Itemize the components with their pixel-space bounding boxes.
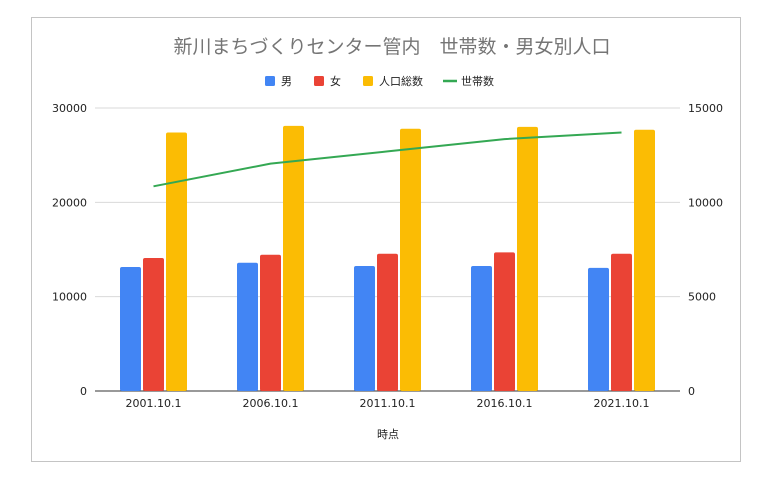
bar-男	[237, 262, 258, 391]
legend-label: 世帯数	[461, 75, 494, 88]
bar-女	[260, 254, 281, 391]
legend-label: 女	[330, 74, 341, 88]
legend-swatch	[314, 76, 324, 86]
x-tick-label: 2021.10.1	[594, 397, 650, 410]
bar-人口総数	[400, 128, 421, 391]
y-tick-label-right: 10000	[688, 196, 723, 209]
bar-男	[588, 267, 609, 391]
x-tick-label: 2011.10.1	[360, 397, 416, 410]
legend-swatch	[265, 76, 275, 86]
bar-男	[354, 266, 375, 391]
legend-swatch	[363, 76, 373, 86]
y-tick-label-right: 15000	[688, 102, 723, 115]
x-tick-label: 2016.10.1	[477, 397, 533, 410]
y-tick-label-left: 30000	[52, 102, 87, 115]
line-series	[153, 131, 622, 188]
bar-人口総数	[166, 132, 187, 391]
bar-男	[471, 266, 492, 391]
y-tick-label-left: 20000	[52, 196, 87, 209]
bar-人口総数	[517, 126, 538, 391]
bar-人口総数	[634, 129, 655, 392]
x-tick-label: 2001.10.1	[126, 397, 182, 410]
legend-label: 男	[281, 75, 292, 88]
axes: 0 0 10000 5000 20000 10000 30000 15000 2001.10.1…	[52, 102, 723, 410]
y-tick-label-right: 5000	[688, 291, 716, 304]
chart-title: 新川まちづくりセンター管内 世帯数・男女別人口	[173, 36, 610, 58]
bar-男	[120, 266, 141, 391]
bar-女	[611, 253, 632, 391]
y-tick-label-left: 10000	[52, 291, 87, 304]
bar-人口総数	[283, 125, 304, 391]
x-tick-label: 2006.10.1	[243, 397, 299, 410]
legend: 男 女 人口総数 世帯数	[265, 74, 494, 88]
bar-女	[494, 252, 515, 391]
legend-label: 人口総数	[379, 74, 423, 88]
bar-女	[377, 253, 398, 391]
bars	[120, 125, 655, 392]
y-tick-label-right: 0	[688, 385, 695, 398]
x-axis-title: 時点	[377, 428, 399, 441]
y-tick-label-left: 0	[80, 385, 87, 398]
line-世帯数	[153, 131, 622, 188]
bar-女	[143, 257, 164, 391]
